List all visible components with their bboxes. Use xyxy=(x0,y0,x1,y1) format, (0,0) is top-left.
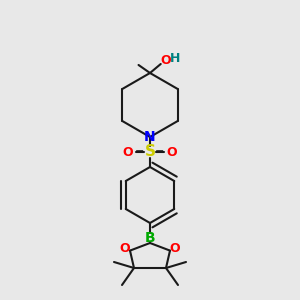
Text: S: S xyxy=(145,145,155,160)
Text: O: O xyxy=(123,146,133,158)
Text: O: O xyxy=(167,146,177,158)
Text: =: = xyxy=(135,147,145,157)
Text: N: N xyxy=(144,130,156,144)
Text: H: H xyxy=(169,52,180,64)
Text: =: = xyxy=(155,147,165,157)
Text: O: O xyxy=(160,53,171,67)
Text: O: O xyxy=(120,242,130,255)
Text: B: B xyxy=(145,231,155,245)
Text: O: O xyxy=(170,242,180,255)
